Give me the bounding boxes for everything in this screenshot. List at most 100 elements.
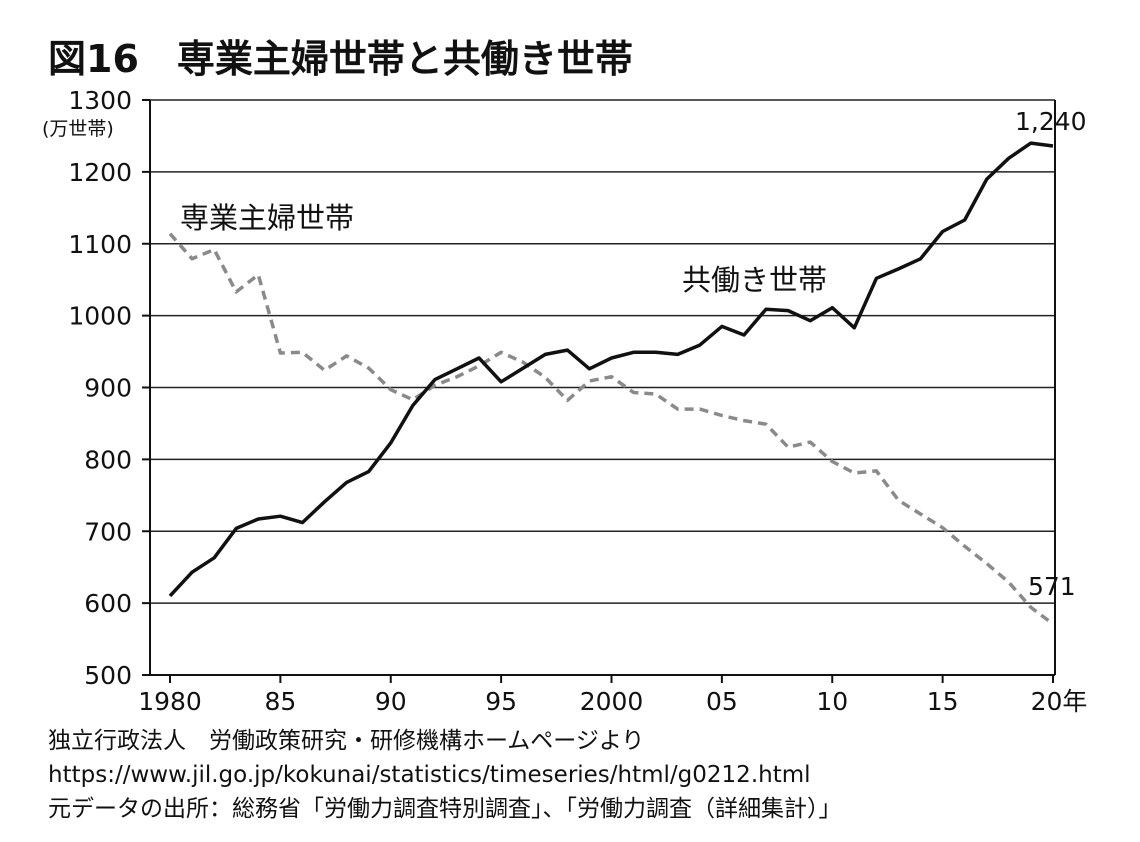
data-point-dual-income-2002 xyxy=(654,351,657,354)
end-label-dual-income: 1,240 xyxy=(1015,107,1087,136)
data-point-dual-income-1987 xyxy=(323,500,326,503)
data-point-dual-income-2014 xyxy=(919,257,922,260)
data-point-housewife-1990 xyxy=(389,388,392,391)
data-point-dual-income-2013 xyxy=(897,267,900,270)
data-point-dual-income-1994 xyxy=(478,357,481,360)
data-point-dual-income-2001 xyxy=(632,351,635,354)
data-point-housewife-1995 xyxy=(500,351,503,354)
data-point-housewife-2016 xyxy=(963,545,966,548)
data-point-housewife-1981 xyxy=(191,257,194,260)
x-tick-label-2015: 15 xyxy=(927,687,959,716)
data-point-dual-income-2000 xyxy=(610,357,613,360)
data-point-housewife-1996 xyxy=(522,361,525,364)
series-label-housewife: 専業主婦世帯 xyxy=(180,201,354,235)
data-point-dual-income-1995 xyxy=(500,380,503,383)
y-tick-label-1300: 1300 xyxy=(68,86,132,115)
data-point-dual-income-1993 xyxy=(455,367,458,370)
data-point-housewife-1994 xyxy=(478,364,481,367)
data-point-dual-income-2012 xyxy=(875,277,878,280)
data-point-dual-income-1998 xyxy=(566,349,569,352)
data-point-dual-income-1988 xyxy=(345,481,348,484)
data-point-dual-income-2010 xyxy=(831,306,834,309)
y-axis-unit-label: (万世帯) xyxy=(42,118,114,140)
data-point-dual-income-1983 xyxy=(235,527,238,530)
data-point-housewife-2002 xyxy=(654,392,657,395)
data-point-housewife-1992 xyxy=(433,384,436,387)
data-point-dual-income-2011 xyxy=(853,326,856,329)
data-point-housewife-2008 xyxy=(787,446,790,449)
y-tick-label-1000: 1000 xyxy=(68,302,132,331)
data-point-dual-income-1996 xyxy=(522,367,525,370)
data-point-housewife-2006 xyxy=(742,419,745,422)
y-tick-label-700: 700 xyxy=(84,517,132,546)
data-point-housewife-1982 xyxy=(213,248,216,251)
data-point-housewife-2004 xyxy=(698,408,701,411)
data-point-dual-income-2007 xyxy=(765,308,768,311)
data-point-housewife-2020 xyxy=(1052,622,1055,625)
gridlines xyxy=(150,99,1055,604)
series-line-dual-income xyxy=(168,141,1054,598)
data-point-housewife-2017 xyxy=(985,562,988,565)
data-point-dual-income-1982 xyxy=(213,556,216,559)
data-point-dual-income-1999 xyxy=(588,367,591,370)
chart-title: 図16 専業主婦世帯と共働き世帯 xyxy=(48,37,633,81)
data-point-dual-income-1989 xyxy=(367,470,370,473)
data-point-housewife-2010 xyxy=(831,460,834,463)
series-line-housewife xyxy=(168,232,1055,626)
x-tick-label-1980: 1980 xyxy=(138,687,202,716)
series-lines xyxy=(168,141,1055,626)
data-point-dual-income-1986 xyxy=(301,521,304,524)
data-point-dual-income-1980 xyxy=(169,594,172,597)
data-point-housewife-1980 xyxy=(169,232,172,235)
data-point-dual-income-2017 xyxy=(985,178,988,181)
series-labels: 専業主婦世帯 共働き世帯 571 1,240 xyxy=(180,107,1087,601)
data-point-housewife-2009 xyxy=(809,441,812,444)
data-point-housewife-2007 xyxy=(765,423,768,426)
data-point-dual-income-2018 xyxy=(1007,157,1010,160)
data-point-dual-income-1984 xyxy=(257,518,260,521)
data-point-housewife-1989 xyxy=(367,367,370,370)
data-point-housewife-1987 xyxy=(323,369,326,372)
x-tick-label-1995: 95 xyxy=(485,687,517,716)
data-point-dual-income-2005 xyxy=(720,325,723,328)
data-point-housewife-2015 xyxy=(941,526,944,529)
series-label-dual-income: 共働き世帯 xyxy=(682,263,827,297)
data-point-housewife-1984 xyxy=(257,273,260,276)
data-point-housewife-2014 xyxy=(919,513,922,516)
y-tick-label-1200: 1200 xyxy=(68,158,132,187)
y-tick-label-1100: 1100 xyxy=(68,230,132,259)
data-point-housewife-2003 xyxy=(676,408,679,411)
data-point-housewife-1986 xyxy=(301,351,304,354)
data-point-dual-income-2015 xyxy=(941,230,944,233)
data-point-housewife-2005 xyxy=(720,414,723,417)
data-point-dual-income-2008 xyxy=(787,309,790,312)
x-tick-label-1990: 90 xyxy=(375,687,407,716)
data-point-housewife-2013 xyxy=(897,499,900,502)
source-line-2: https://www.jil.go.jp/kokunai/statistics… xyxy=(48,762,811,788)
data-point-dual-income-2009 xyxy=(809,319,812,322)
x-tick-label-2005: 05 xyxy=(706,687,738,716)
x-tick-label-1985: 85 xyxy=(264,687,296,716)
y-tick-label-500: 500 xyxy=(84,661,132,690)
y-tick-label-900: 900 xyxy=(84,374,132,403)
data-point-housewife-2019 xyxy=(1029,606,1032,609)
source-line-3: 元データの出所：総務省「労働力調査特別調査」、「労働力調査（詳細集計）」 xyxy=(48,796,842,822)
data-point-housewife-2011 xyxy=(853,472,856,475)
data-point-housewife-2018 xyxy=(1007,581,1010,584)
data-point-housewife-1988 xyxy=(345,354,348,357)
data-point-dual-income-2020 xyxy=(1052,145,1055,148)
data-point-dual-income-1997 xyxy=(544,353,547,356)
x-tick-label-2000: 2000 xyxy=(580,687,644,716)
data-point-dual-income-1985 xyxy=(279,515,282,518)
y-tick-label-600: 600 xyxy=(84,589,132,618)
x-tick-label-2020: 20年 xyxy=(1031,687,1088,716)
data-point-housewife-1998 xyxy=(566,399,569,402)
data-point-housewife-1985 xyxy=(279,352,282,355)
data-point-dual-income-2004 xyxy=(698,344,701,347)
end-label-housewife: 571 xyxy=(1028,572,1076,601)
data-point-dual-income-1990 xyxy=(389,441,392,444)
data-point-dual-income-2003 xyxy=(676,353,679,356)
data-point-dual-income-1992 xyxy=(433,378,436,381)
y-tick-labels: 500 600 700 800 900 1000 1100 1200 1300 xyxy=(68,86,132,690)
